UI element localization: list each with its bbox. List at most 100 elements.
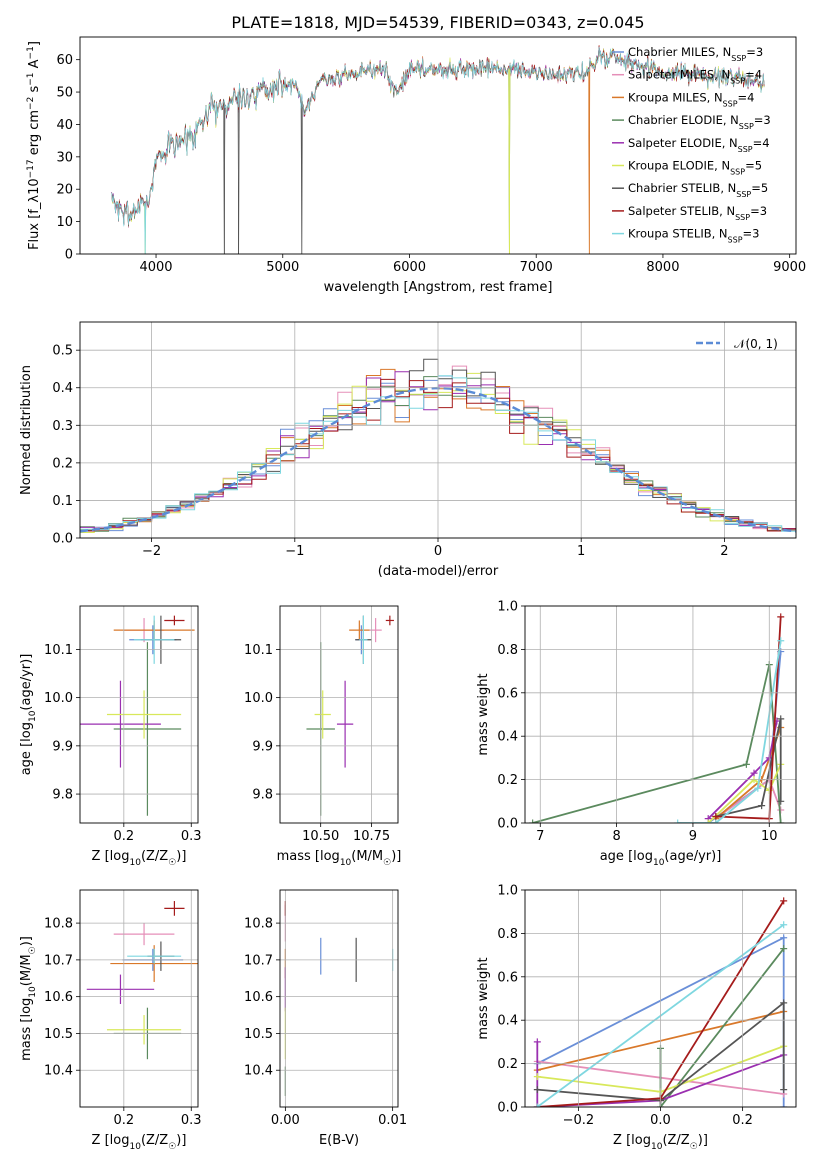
mass-vs-Z-y-tick-label: 10.7 — [44, 953, 73, 968]
mass-vs-ebv-x-tick-label: 0.01 — [378, 1113, 407, 1128]
mass-vs-ebv-xlabel: E(B-V) — [319, 1133, 359, 1148]
weight-vs-age-ylabel: mass weight — [476, 673, 491, 755]
age-vs-mass-y-tick-label: 9.9 — [252, 739, 273, 754]
spectrum-y-tick-label: 50 — [56, 86, 73, 101]
weight-vs-Z-y-tick-label: 0.0 — [497, 1101, 518, 1116]
weight-vs-Z-y-tick-label: 0.8 — [497, 927, 518, 942]
mass-vs-ebv-plot-area — [284, 901, 394, 1096]
errorbar-salpeter-stelib — [385, 615, 394, 626]
residuals-x-tick-label: 2 — [720, 544, 728, 559]
legend-label-kroupa-miles: Kroupa MILES, NSSP=4 — [628, 90, 754, 108]
legend-label-chabrier-stelib: Chabrier STELIB, NSSP=5 — [628, 181, 768, 199]
errorbar-kroupa-elodie — [106, 690, 182, 739]
weight-line-kroupa-elodie — [707, 764, 782, 823]
weight-vs-Z-y-tick-label: 1.0 — [497, 884, 518, 899]
age-vs-mass-x-tick-label: 10.75 — [353, 829, 390, 844]
legend-label-chabrier-miles: Chabrier MILES, NSSP=3 — [628, 45, 763, 63]
mass-vs-Z-xlabel: Z [log10(Z/Z☉)] — [92, 1133, 187, 1152]
weight-point-chabrier-stelib — [777, 715, 785, 723]
residuals-y-tick-label: 0.0 — [52, 532, 73, 547]
weight-vs-z-panel: −0.2 0.0 0.2 0.0 0.2 0.4 0.6 0.8 1.0 Z [log10(Z/Z… — [476, 884, 797, 1152]
weight-vs-age-x-tick-label: 9 — [689, 829, 697, 844]
weight-vs-age-y-tick-label: 0.6 — [497, 686, 518, 701]
residuals-y-tick-label: 0.4 — [52, 381, 73, 396]
weight-point-chabrier-stelib — [780, 999, 788, 1007]
weight-point-salpeter-stelib — [712, 812, 720, 820]
weight-point-kroupa-elodie — [533, 1073, 541, 1081]
weight-point-salpeter-elodie — [750, 769, 758, 777]
errorbar-kroupa-stelib — [359, 615, 368, 664]
weight-vs-Z-y-tick-label: 0.4 — [497, 1014, 518, 1029]
weight-vs-age-y-tick-label: 0.8 — [497, 643, 518, 658]
weight-point-salpeter-stelib — [780, 897, 788, 905]
errorbar-salpeter-elodie — [80, 680, 161, 768]
age-vs-Z-y-tick-label: 10.1 — [44, 643, 73, 658]
spectrum-y-tick-label: 0 — [65, 248, 73, 263]
spectrum-x-tick-label: 4000 — [139, 260, 172, 275]
weight-point-chabrier-miles — [780, 934, 788, 942]
age-vs-mass-plot-area — [306, 615, 394, 816]
age-vs-Z-plot-area — [80, 615, 195, 816]
weight-point-kroupa-stelib — [674, 819, 682, 823]
spectrum-y-tick-label: 10 — [56, 215, 73, 230]
age-vs-mass-y-tick-label: 9.8 — [252, 788, 273, 803]
mass-vs-ebv-x-tick-label: 0.00 — [271, 1113, 300, 1128]
spectrum-line-kroupa-stelib — [111, 46, 765, 254]
residuals-panel: −2 −1 0 1 2 0.0 0.1 0.2 0.3 0.4 0.5 (data-model)/er… — [19, 321, 797, 579]
mass-vs-Z-y-tick-label: 10.6 — [44, 990, 73, 1005]
age-vs-Z-y-tick-label: 9.9 — [52, 739, 73, 754]
age-vs-mass-xlabel: mass [log10(M/M☉)] — [277, 849, 402, 868]
residuals-y-tick-label: 0.5 — [52, 344, 73, 359]
spectrum-y-tick-label: 60 — [56, 53, 73, 68]
weight-line-salpeter-stelib — [715, 616, 782, 820]
spectrum-y-tick-label: 20 — [56, 183, 73, 198]
weight-point-chabrier-elodie — [742, 760, 750, 768]
mass-vs-Z-x-tick-label: 0.2 — [113, 1113, 134, 1128]
weight-vs-Z-x-tick-label: −0.2 — [563, 1113, 595, 1128]
spectrum-y-tick-label: 40 — [56, 118, 73, 133]
residuals-ylabel: Normed distribution — [19, 365, 34, 495]
mass-vs-ebv-y-tick-label: 10.6 — [244, 990, 273, 1005]
spectrum-frame — [79, 36, 797, 255]
spectrum-x-tick-label: 7000 — [520, 260, 553, 275]
weight-vs-age-y-tick-label: 1.0 — [497, 600, 518, 615]
spectrum-panel: 4000 5000 6000 7000 8000 9000 0 10 20 30 40 50 60 wav… — [26, 36, 806, 295]
age-vs-Z-xlabel: Z [log10(Z/Z☉)] — [92, 849, 187, 868]
legend-label-salpeter-elodie: Salpeter ELODIE, NSSP=4 — [628, 136, 770, 154]
legend-label-kroupa-stelib: Kroupa STELIB, NSSP=3 — [628, 227, 759, 245]
mass-vs-Z-y-tick-label: 10.5 — [44, 1027, 73, 1042]
weight-line-chabrier-stelib — [715, 718, 782, 818]
residuals-y-tick-label: 0.2 — [52, 456, 73, 471]
spectrum-x-tick-label: 6000 — [393, 260, 426, 275]
mass-vs-Z-y-tick-label: 10.8 — [44, 917, 73, 932]
weight-point-chabrier-stelib — [777, 797, 785, 805]
weight-vs-age-x-tick-label: 8 — [612, 829, 620, 844]
mass-vs-ebv-y-tick-label: 10.4 — [244, 1064, 273, 1079]
weight-vs-age-y-tick-label: 0.2 — [497, 773, 518, 788]
weight-point-chabrier-elodie — [529, 819, 537, 823]
mass-vs-z-panel: 0.2 0.3 10.4 10.5 10.6 10.7 10.8 Z [log10(Z/Z☉)… — [19, 889, 202, 1152]
age-vs-mass-x-tick-label: 10.50 — [302, 829, 339, 844]
weight-point-chabrier-elodie — [780, 945, 788, 953]
residuals-x-tick-label: −1 — [285, 544, 304, 559]
errorbar-kroupa-stelib — [133, 615, 175, 664]
spectrum-x-tick-label: 5000 — [266, 260, 299, 275]
age-vs-mass-frame — [279, 605, 399, 824]
weight-point-chabrier-stelib — [533, 1086, 541, 1094]
weight-vs-Z-x-tick-label: 0.2 — [732, 1113, 753, 1128]
age-vs-mass-y-tick-label: 10.0 — [244, 691, 273, 706]
weight-vs-Z-ylabel: mass weight — [476, 957, 491, 1039]
age-vs-mass-panel: 10.50 10.75 9.8 9.9 10.0 10.1 mass [log10(M/M☉… — [244, 605, 402, 868]
residuals-xlabel: (data-model)/error — [378, 564, 499, 579]
weight-vs-age-plot-area — [529, 613, 785, 823]
weight-vs-age-y-tick-label: 0.0 — [497, 817, 518, 832]
weight-vs-Z-frame — [524, 889, 797, 1108]
spectrum-plot-area — [111, 44, 765, 254]
residuals-x-tick-label: 1 — [577, 544, 585, 559]
age-vs-z-panel: 0.2 0.3 9.8 9.9 10.0 10.1 Z [log10(Z/Z☉)] age [… — [19, 605, 202, 868]
mass-vs-Z-y-tick-label: 10.4 — [44, 1064, 73, 1079]
errorbar-salpeter-stelib — [164, 615, 185, 626]
mass-vs-ebv-frame — [279, 889, 399, 1108]
errorbar-salpeter-elodie — [336, 680, 354, 768]
weight-point-kroupa-stelib — [777, 637, 785, 645]
